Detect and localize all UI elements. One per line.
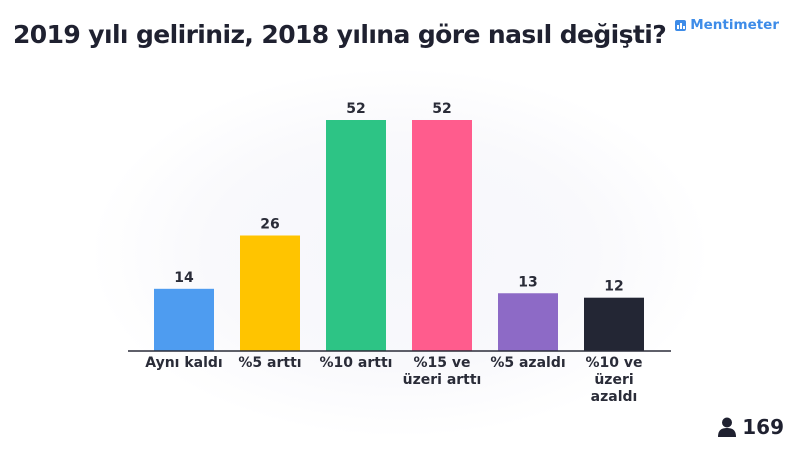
participant-count: 169 [718,415,784,439]
category-label: %5 azaldı [490,355,566,371]
bar-1 [154,288,214,351]
bar-value-label: 52 [346,101,365,117]
page-title: 2019 yılı geliriniz, 2018 yılına göre na… [13,20,667,49]
participant-count-value: 169 [742,415,784,439]
bar-value-label: 52 [432,101,451,117]
bar-5 [498,293,558,351]
bar-value-label: 26 [260,217,279,233]
bar-2 [240,235,300,351]
category-label: %15 ve üzeri arttı [402,355,482,388]
bar-values-group: 14 26 52 52 13 12 [174,101,623,295]
bar-value-label: 12 [604,279,623,295]
mentimeter-logo-icon [675,19,687,31]
bar-4 [412,120,472,351]
person-icon [718,417,737,437]
bar-3 [326,120,386,351]
category-label: %10 ve üzeri azaldı [585,355,643,405]
bar-value-label: 13 [518,274,537,290]
mentimeter-logo[interactable]: Mentimeter [675,17,779,33]
bar-value-label: 14 [174,270,194,286]
logo-text: Mentimeter [690,17,779,33]
bars-group [154,120,644,351]
chart-background [95,70,705,435]
category-label: %5 arttı [238,355,302,371]
category-label: %10 arttı [319,355,393,371]
category-label: Aynı kaldı [145,355,223,371]
bar-6 [584,297,644,351]
